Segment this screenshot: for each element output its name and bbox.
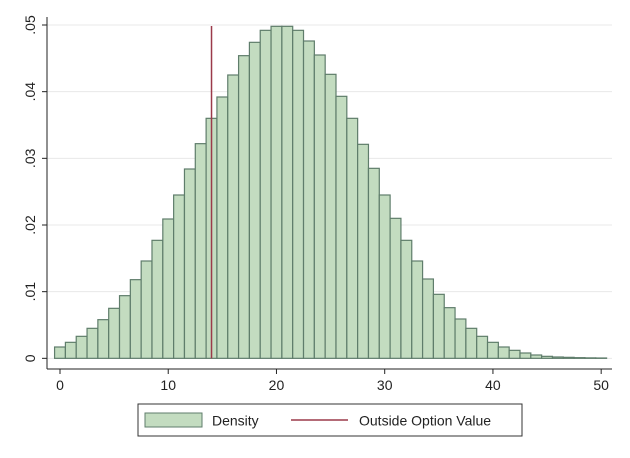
y-tick-label: .04 (22, 82, 38, 102)
bar-1 (64, 341, 77, 359)
bar-18 (248, 41, 261, 359)
bar-26 (335, 95, 348, 359)
bar-6 (118, 295, 131, 359)
bar-43 (519, 352, 532, 359)
bar-0 (53, 346, 67, 359)
bar-42 (508, 349, 521, 359)
bar-46 (551, 356, 564, 359)
bar-9 (151, 239, 164, 359)
bar-7 (129, 279, 142, 359)
bar-44 (530, 354, 543, 359)
bar-19 (259, 29, 272, 359)
bar-24 (313, 54, 326, 359)
bar-15 (216, 96, 229, 359)
legend-outside-option-label: Outside Option Value (359, 413, 491, 429)
bar-21 (281, 25, 294, 359)
y-tick-label: .05 (22, 15, 38, 35)
bar-3 (86, 327, 99, 359)
y-tick-label: 0 (22, 354, 38, 362)
bar-2 (75, 335, 88, 359)
x-tick-label: 50 (593, 377, 609, 393)
legend-density-label: Density (212, 413, 259, 429)
bar-31 (389, 217, 402, 359)
bar-13 (194, 143, 207, 359)
bar-38 (465, 327, 478, 359)
bar-22 (292, 29, 305, 359)
x-tick-label: 0 (56, 377, 64, 393)
bar-17 (237, 55, 251, 359)
x-tick-label: 30 (377, 377, 393, 393)
y-tick-label: .03 (22, 148, 38, 168)
x-axis-ticks: 0 10 20 30 40 50 (56, 369, 609, 393)
y-axis-ticks: 0 .01 .02 .03 .04 .05 (22, 15, 47, 362)
legend-density-swatch (144, 412, 203, 428)
bar-36 (443, 307, 456, 359)
bar-48 (573, 357, 586, 359)
legend: Density Outside Option Value (137, 403, 523, 437)
bar-16 (227, 74, 240, 359)
bar-5 (108, 307, 121, 359)
bar-41 (497, 346, 510, 359)
bar-27 (346, 117, 359, 359)
x-tick-label: 20 (269, 377, 285, 393)
bar-35 (432, 293, 445, 359)
axes (46, 17, 612, 370)
bar-28 (357, 143, 370, 359)
bar-40 (486, 341, 499, 359)
bar-10 (162, 218, 175, 359)
bar-32 (400, 239, 413, 359)
bar-20 (270, 25, 283, 359)
bar-8 (140, 260, 153, 359)
bar-29 (367, 167, 380, 359)
bar-12 (183, 168, 196, 359)
bar-47 (562, 356, 575, 359)
bar-39 (476, 335, 489, 359)
bar-34 (421, 278, 435, 359)
x-tick-label: 40 (485, 377, 501, 393)
y-tick-label: .01 (22, 282, 38, 302)
bar-25 (324, 73, 337, 359)
bar-37 (454, 318, 467, 359)
bar-23 (302, 40, 315, 359)
x-tick-label: 10 (160, 377, 176, 393)
y-tick-label: .02 (22, 215, 38, 235)
bar-33 (411, 260, 424, 359)
bar-30 (378, 194, 391, 359)
bar-11 (173, 194, 186, 359)
bar-45 (541, 355, 554, 359)
bar-4 (97, 319, 110, 359)
